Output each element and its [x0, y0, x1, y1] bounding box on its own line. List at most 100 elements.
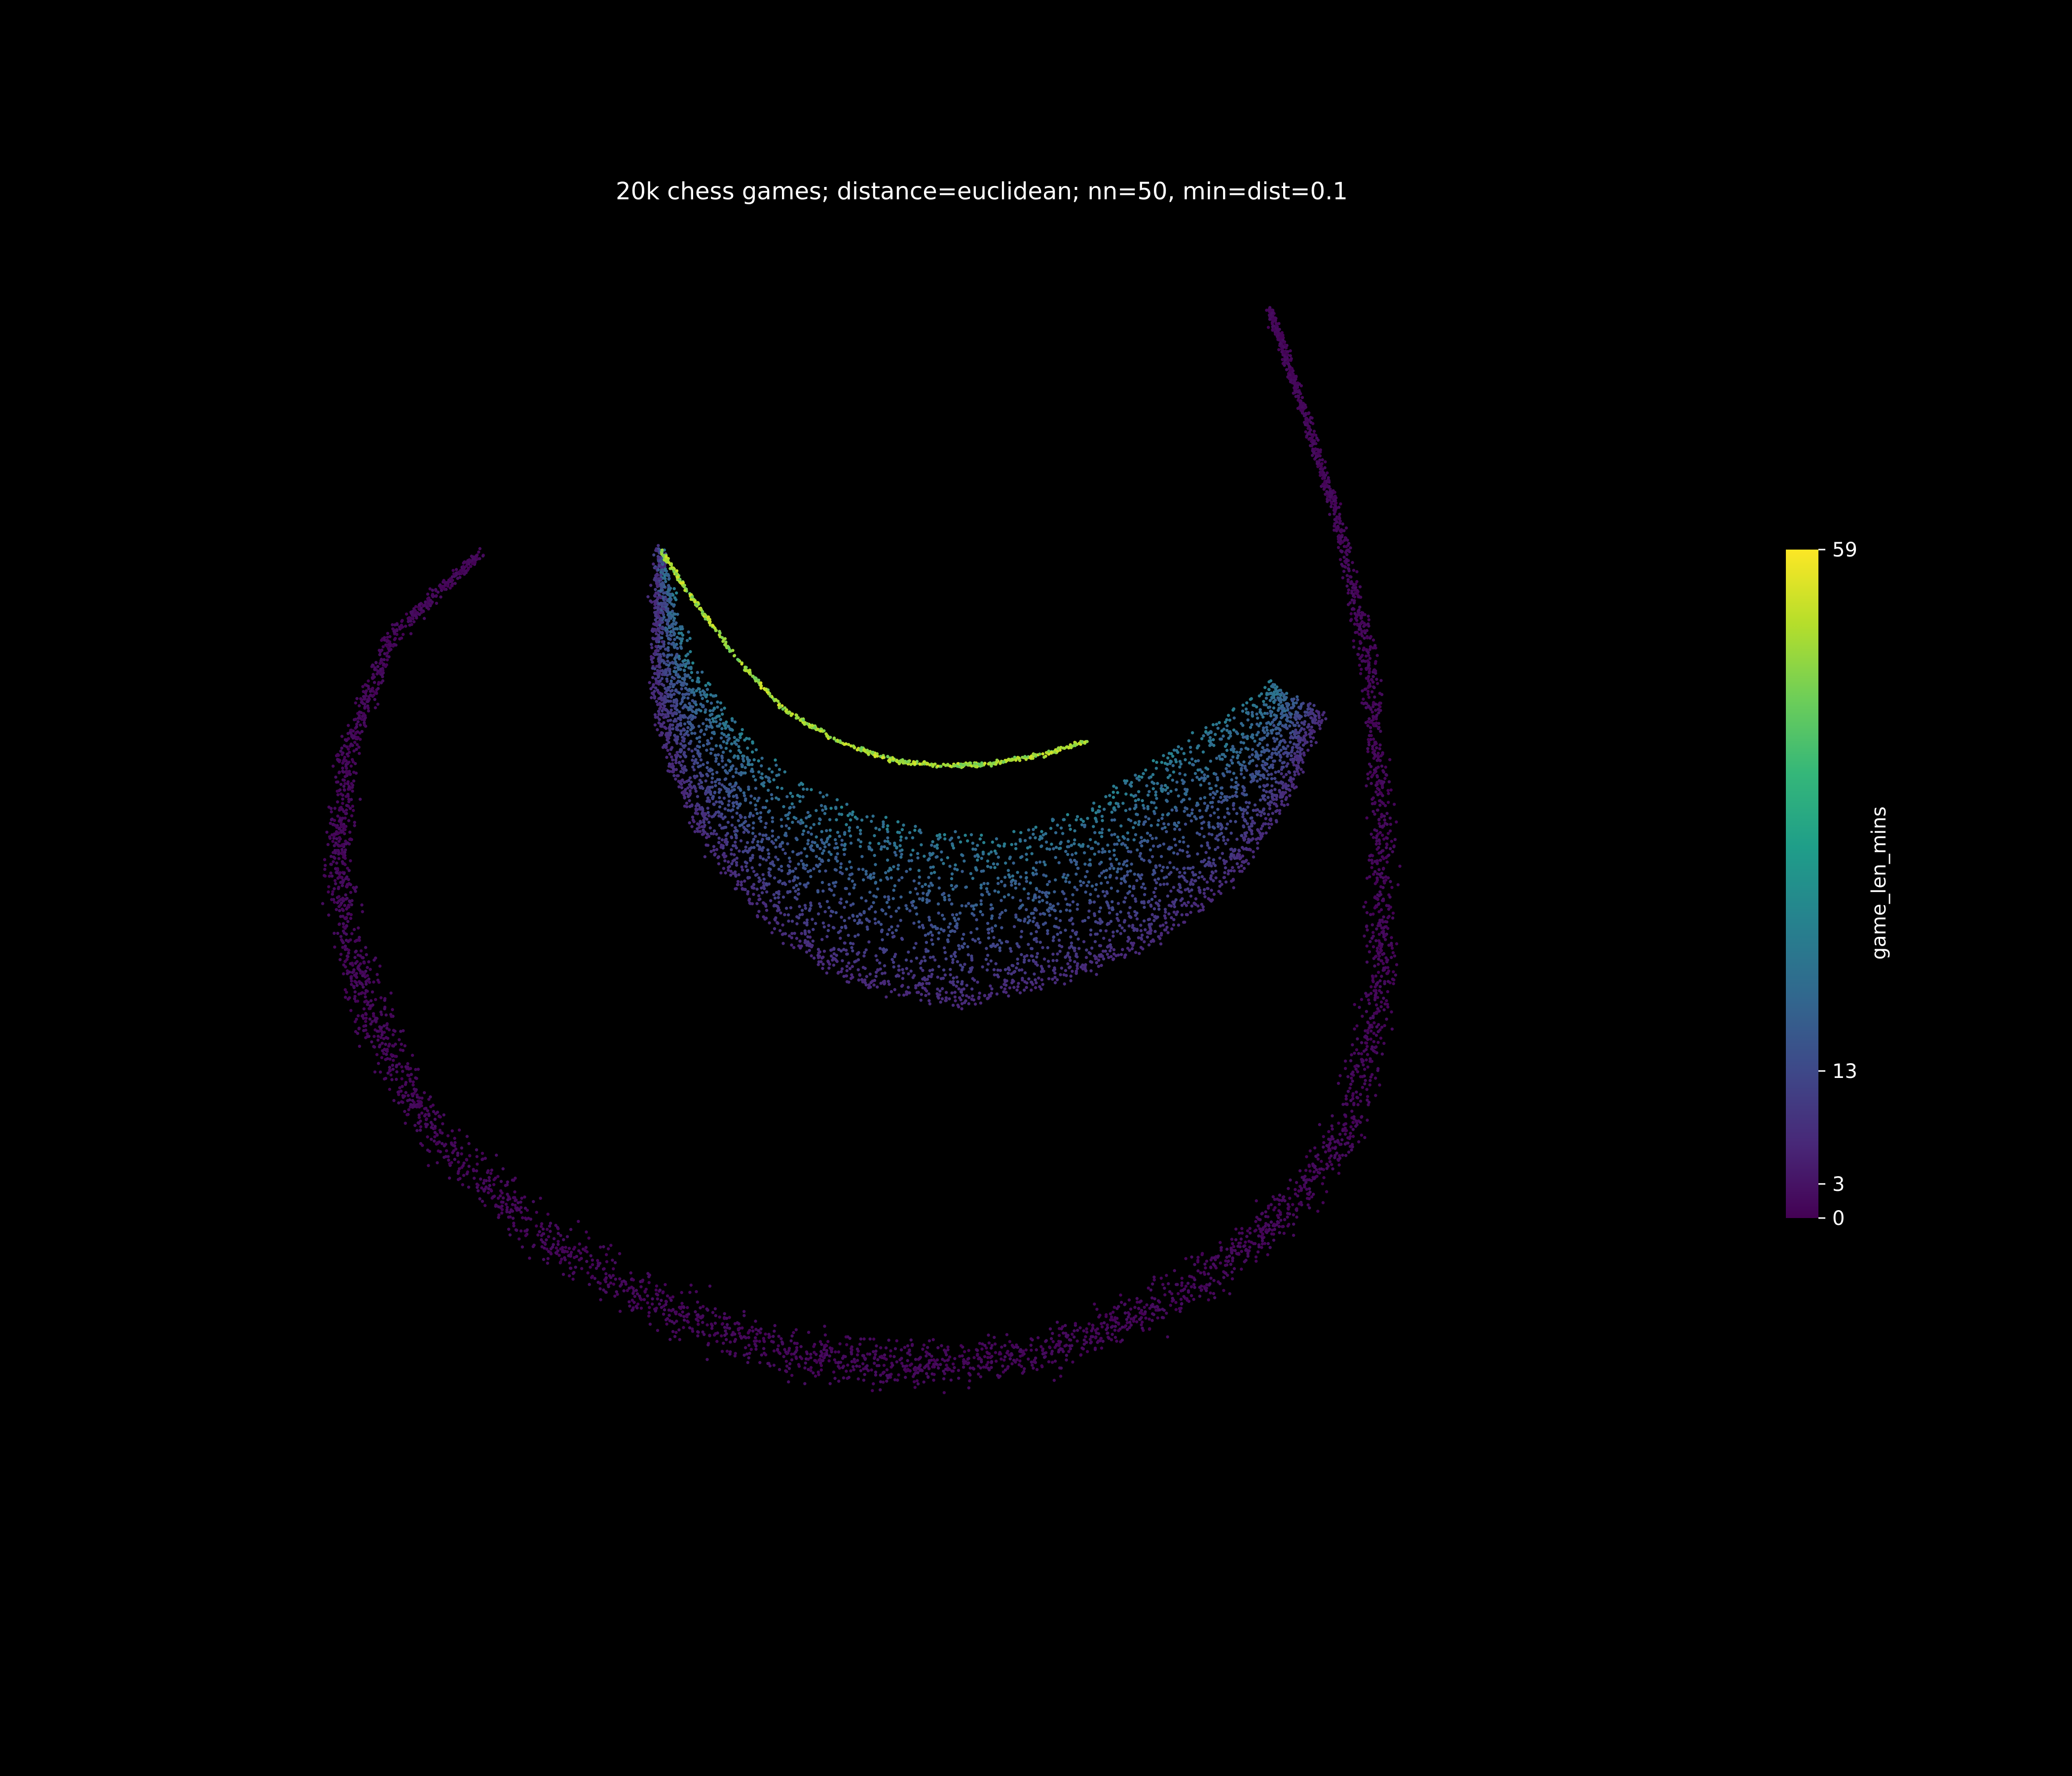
- scatter-point: [1289, 368, 1292, 371]
- scatter-point: [856, 1353, 859, 1357]
- scatter-point: [347, 800, 351, 804]
- scatter-point: [1368, 1001, 1371, 1005]
- scatter-point: [1382, 935, 1386, 939]
- scatter-point: [1362, 905, 1366, 909]
- scatter-point: [358, 1044, 361, 1048]
- scatter-point: [506, 1180, 510, 1184]
- scatter-point: [572, 1271, 576, 1274]
- scatter-point: [1366, 636, 1369, 640]
- scatter-point: [1365, 961, 1369, 964]
- scatter-point: [1388, 758, 1392, 762]
- scatter-point: [419, 1119, 422, 1123]
- scatter-point: [371, 690, 375, 693]
- scatter-point: [1375, 876, 1379, 880]
- scatter-point: [1100, 1322, 1103, 1326]
- scatter-point: [673, 666, 677, 669]
- scatter-point: [630, 1285, 633, 1289]
- scatter-point: [1375, 897, 1379, 900]
- scatter-point: [904, 1369, 908, 1373]
- scatter-point: [482, 1182, 485, 1185]
- scatter-point: [1363, 636, 1366, 640]
- scatter-point: [1003, 1344, 1007, 1347]
- scatter-point: [354, 1030, 358, 1034]
- scatter-point: [330, 810, 333, 814]
- scatter-point: [1296, 399, 1300, 402]
- scatter-point: [391, 623, 394, 627]
- scatter-point: [552, 1237, 556, 1240]
- scatter-point: [528, 1257, 531, 1260]
- scatter-point: [711, 772, 714, 776]
- scatter-point: [399, 1030, 403, 1033]
- scatter-point: [1348, 1137, 1351, 1140]
- scatter-point: [668, 1319, 672, 1323]
- scatter-point: [1106, 1332, 1109, 1335]
- scatter-point: [1372, 646, 1376, 650]
- scatter-point: [352, 779, 356, 783]
- scatter-point: [1032, 832, 1035, 836]
- scatter-point: [674, 1331, 678, 1334]
- scatter-point: [344, 839, 347, 843]
- scatter-point: [1260, 1239, 1264, 1243]
- scatter-point: [845, 1343, 849, 1346]
- scatter-point: [1094, 888, 1098, 891]
- scatter-point: [1265, 1231, 1268, 1234]
- scatter-point: [1288, 373, 1292, 376]
- scatter-point: [792, 1331, 795, 1334]
- scatter-point: [479, 1177, 482, 1181]
- scatter-point: [1184, 822, 1187, 826]
- scatter-point: [577, 1220, 580, 1223]
- scatter-point: [345, 739, 348, 742]
- scatter-point: [328, 874, 331, 878]
- scatter-point: [1341, 522, 1344, 526]
- scatter-point: [1257, 1224, 1260, 1228]
- scatter-point: [737, 873, 740, 877]
- scatter-point: [1074, 851, 1077, 855]
- scatter-point: [565, 1235, 569, 1238]
- scatter-point: [411, 1099, 414, 1102]
- scatter-point: [1350, 1076, 1353, 1080]
- scatter-point: [1277, 348, 1281, 351]
- scatter-point: [1027, 915, 1030, 919]
- scatter-point: [814, 1353, 818, 1356]
- scatter-point: [358, 982, 362, 985]
- scatter-point: [1369, 635, 1372, 638]
- scatter-point: [1148, 1327, 1151, 1331]
- scatter-point: [1366, 747, 1369, 750]
- scatter-point: [1376, 682, 1379, 685]
- scatter-point: [1209, 1266, 1213, 1269]
- scatter-point: [714, 811, 718, 814]
- scatter-point: [1027, 1357, 1030, 1361]
- scatter-point: [1349, 1132, 1352, 1135]
- scatter-point: [1355, 570, 1359, 574]
- scatter-point: [1294, 1188, 1297, 1191]
- scatter-point: [559, 1234, 562, 1237]
- scatter-point: [568, 1261, 571, 1265]
- scatter-point: [521, 1216, 524, 1220]
- scatter-point: [1371, 774, 1374, 777]
- scatter-point: [1352, 1115, 1356, 1118]
- scatter-point: [1380, 784, 1384, 788]
- scatter-point: [373, 1070, 377, 1074]
- scatter-point: [634, 1304, 638, 1308]
- scatter-point: [337, 886, 340, 889]
- scatter-point: [425, 606, 429, 609]
- scatter-point: [353, 1020, 357, 1024]
- scatter-point: [482, 1189, 486, 1193]
- scatter-point: [1198, 1295, 1202, 1298]
- scatter-point: [584, 1246, 588, 1249]
- scatter-point: [632, 1290, 636, 1293]
- scatter-point: [1297, 1189, 1301, 1193]
- scatter-point: [1032, 1367, 1035, 1370]
- scatter-point: [1335, 520, 1338, 524]
- scatter-point: [768, 1335, 772, 1338]
- scatter-point: [1035, 1368, 1039, 1371]
- scatter-point: [453, 1157, 456, 1161]
- scatter-point: [981, 965, 984, 969]
- scatter-point: [839, 862, 843, 866]
- scatter-point: [742, 1310, 746, 1313]
- scatter-point: [1311, 447, 1315, 451]
- scatter-point: [487, 1187, 490, 1190]
- scatter-point: [385, 644, 389, 648]
- scatter-point: [1387, 780, 1391, 783]
- scatter-point: [807, 1368, 810, 1371]
